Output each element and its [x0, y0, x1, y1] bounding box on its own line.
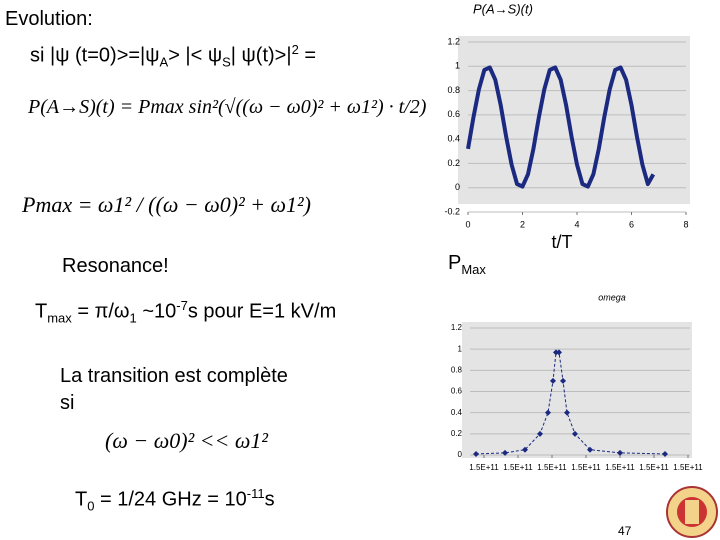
x-tick-label: 1.5E+11: [503, 463, 533, 472]
data-line: [466, 65, 656, 189]
transition-text: si: [60, 392, 75, 414]
y-tick-label: 1: [455, 61, 460, 71]
x-tick-label: 4: [574, 219, 579, 229]
transition-text: La transition est complète: [60, 365, 288, 387]
text: ~10: [136, 300, 177, 323]
tmax-line: Tmax = π/ω1 ~10-7s pour E=1 kV/m: [35, 298, 336, 326]
x-tick-label: 1.5E+11: [605, 463, 635, 472]
y-tick-label: 0.2: [451, 429, 463, 438]
y-tick-label: 0.8: [447, 85, 460, 95]
text: | ψ(t)>|: [230, 44, 292, 67]
chart-title: P(A→S)(t): [473, 1, 533, 16]
y-tick-label: -0.2: [444, 206, 460, 216]
text: =: [298, 44, 317, 67]
data-point: [571, 430, 578, 437]
equation: (ω − ω0)² << ω1²: [105, 428, 268, 453]
data-point: [587, 446, 594, 453]
y-tick-label: 0.6: [451, 387, 463, 396]
data-point: [560, 377, 567, 384]
text: T: [35, 300, 48, 323]
x-tick-label: 8: [683, 219, 688, 229]
equation: P(A→S)(t) = Pmax sin²(√((ω − ω0)² + ω1²)…: [28, 96, 427, 118]
x-tick-label: 2: [520, 219, 525, 229]
text: = π/ω: [71, 300, 130, 323]
y-tick-label: 1: [458, 344, 463, 353]
y-tick-label: 1.2: [451, 323, 463, 332]
text: 1: [129, 310, 137, 326]
data-point: [522, 446, 529, 453]
pmax-label: PMax: [448, 252, 486, 277]
x-tick-label: 1.5E+11: [537, 463, 567, 472]
x-tick-label: 1.5E+11: [571, 463, 601, 472]
y-tick-label: 0: [455, 182, 460, 192]
t0-line: T0 = 1/24 GHz = 10-11s: [75, 486, 275, 514]
data-point: [556, 349, 563, 356]
data-point: [549, 377, 556, 384]
text: = 1/24 GHz = 10: [94, 488, 247, 511]
text: 2: [291, 42, 299, 57]
text: max: [47, 310, 72, 326]
text: S: [222, 54, 231, 70]
page-number: 47: [618, 524, 632, 538]
data-point: [537, 430, 544, 437]
resonance: Resonance!: [62, 255, 169, 277]
plot-area: [462, 322, 692, 458]
text: -7: [176, 298, 188, 313]
y-tick-label: 0.4: [451, 408, 463, 417]
text: > |< ψ: [168, 44, 223, 67]
plot-area: [458, 36, 690, 204]
text: P: [448, 252, 462, 274]
data-point: [502, 449, 509, 456]
condition-line: si |ψ (t=0)>=|ψA> |< ψS| ψ(t)>|2 =: [30, 42, 316, 70]
text: -11: [246, 486, 265, 501]
equation: Pmax = ω1² / ((ω − ω0)² + ω1²): [22, 192, 311, 217]
text: s pour E=1 kV/m: [187, 300, 337, 323]
y-tick-label: 1.2: [447, 36, 460, 46]
text: 0: [87, 498, 95, 514]
y-tick-label: 0.6: [447, 109, 460, 119]
text: Max: [461, 262, 486, 277]
data-point: [616, 449, 623, 456]
heading: Evolution:: [5, 8, 93, 30]
x-tick-label: 0: [465, 219, 470, 229]
y-tick-label: 0: [458, 450, 463, 459]
data-point: [473, 450, 480, 457]
y-tick-label: 0.2: [447, 158, 460, 168]
text: s: [264, 488, 275, 511]
x-tick-label: 1.5E+11: [673, 463, 703, 472]
x-tick-label: 1.5E+11: [639, 463, 669, 472]
y-tick-label: 0.8: [451, 365, 463, 374]
logo: [666, 486, 718, 538]
text: T: [75, 488, 88, 511]
text: A: [159, 54, 169, 70]
data-point: [662, 450, 669, 457]
data-point: [544, 409, 551, 416]
x-axis-label: t/T: [552, 232, 573, 252]
data-point: [563, 409, 570, 416]
chart-title: omega: [598, 292, 626, 302]
text: si |ψ (t=0)>=|ψ: [30, 44, 160, 67]
x-tick-label: 6: [629, 219, 634, 229]
x-tick-label: 1.5E+11: [469, 463, 499, 472]
y-tick-label: 0.4: [447, 134, 460, 144]
